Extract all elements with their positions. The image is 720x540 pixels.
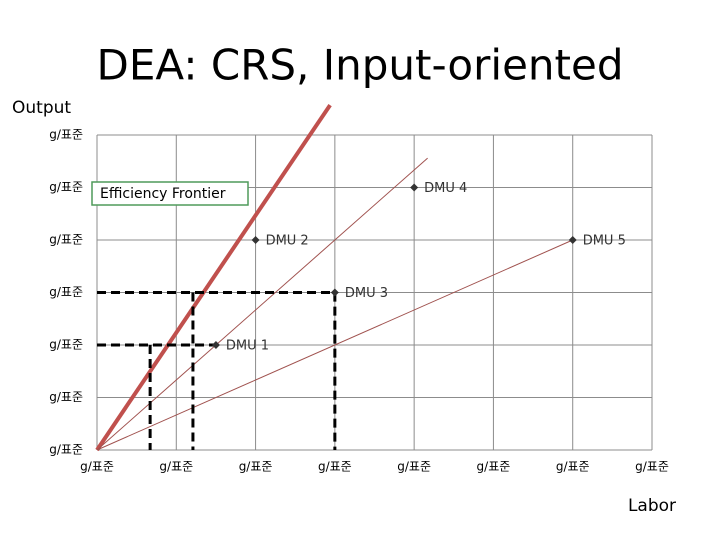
frontier-label-box (91, 181, 249, 206)
frontier-label: Efficiency Frontier (100, 186, 226, 202)
line (95, 103, 332, 452)
y-tick-label: g/표준 (49, 233, 83, 247)
dmu-label: DMU 1 (226, 339, 269, 354)
y-tick-label: g/표준 (49, 285, 83, 299)
dmu-label: DMU 4 (424, 181, 467, 196)
dmu-label: DMU 5 (583, 234, 626, 249)
x-tick-label: g/표준 (159, 460, 193, 474)
dmu-point (251, 236, 260, 244)
dmu-point (211, 341, 220, 349)
dmu-label: DMU 2 (266, 234, 309, 249)
x-tick-label: g/표준 (80, 460, 114, 474)
dashed-line (97, 343, 216, 450)
y-tick-label: g/표준 (49, 128, 83, 142)
y-tick-label: g/표준 (49, 390, 83, 404)
y-tick-label: g/표준 (49, 180, 83, 194)
x-axis-label: Labor (628, 496, 676, 516)
dmu-point (568, 236, 577, 244)
x-tick-label: g/표준 (397, 460, 431, 474)
dmu-point (410, 183, 419, 192)
plot: DMU 1 DMU 2 DMU 3 DMU 4 DMU 5 (95, 103, 626, 452)
chart-title: DEA: CRS, Input-oriented (97, 41, 624, 90)
y-tick-label: g/표준 (49, 443, 83, 457)
dmu-label: DMU 3 (345, 286, 388, 301)
x-tick-label: g/표준 (635, 460, 669, 474)
line (96, 157, 428, 451)
x-tick-label: g/표준 (556, 460, 590, 474)
grid: g/표준 g/표준 g/표준 g/표준 g/표준 g/표준 g/표준 g/표준 g/표준 g/표준… (49, 128, 669, 474)
x-tick-label: g/표준 (239, 460, 273, 474)
line (96, 239, 573, 451)
dashed-line (97, 291, 337, 450)
x-tick-label: g/표준 (477, 460, 511, 474)
x-tick-label: g/표준 (318, 460, 352, 474)
dmu-point (330, 288, 339, 297)
y-tick-label: g/표준 (49, 338, 83, 352)
y-axis-label: Output (12, 98, 71, 118)
